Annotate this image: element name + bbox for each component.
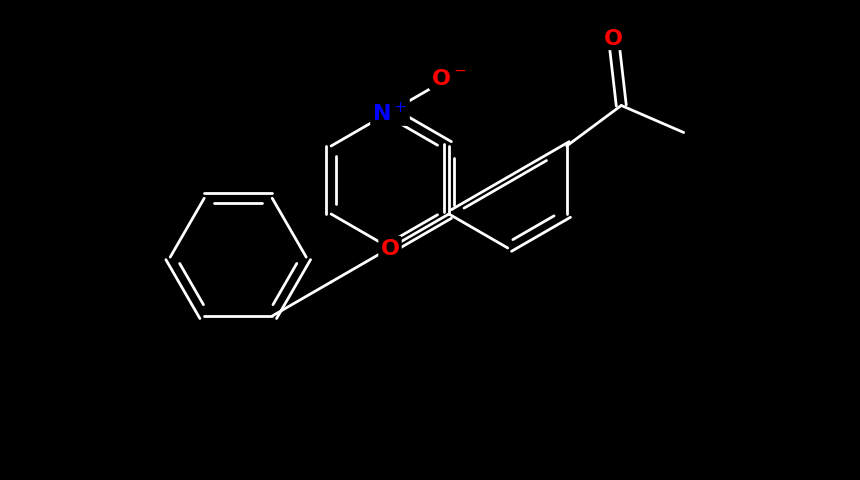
Text: O: O (604, 29, 623, 49)
Text: N$^+$: N$^+$ (372, 101, 408, 124)
Text: O: O (380, 239, 400, 258)
Text: O$^-$: O$^-$ (431, 69, 467, 89)
